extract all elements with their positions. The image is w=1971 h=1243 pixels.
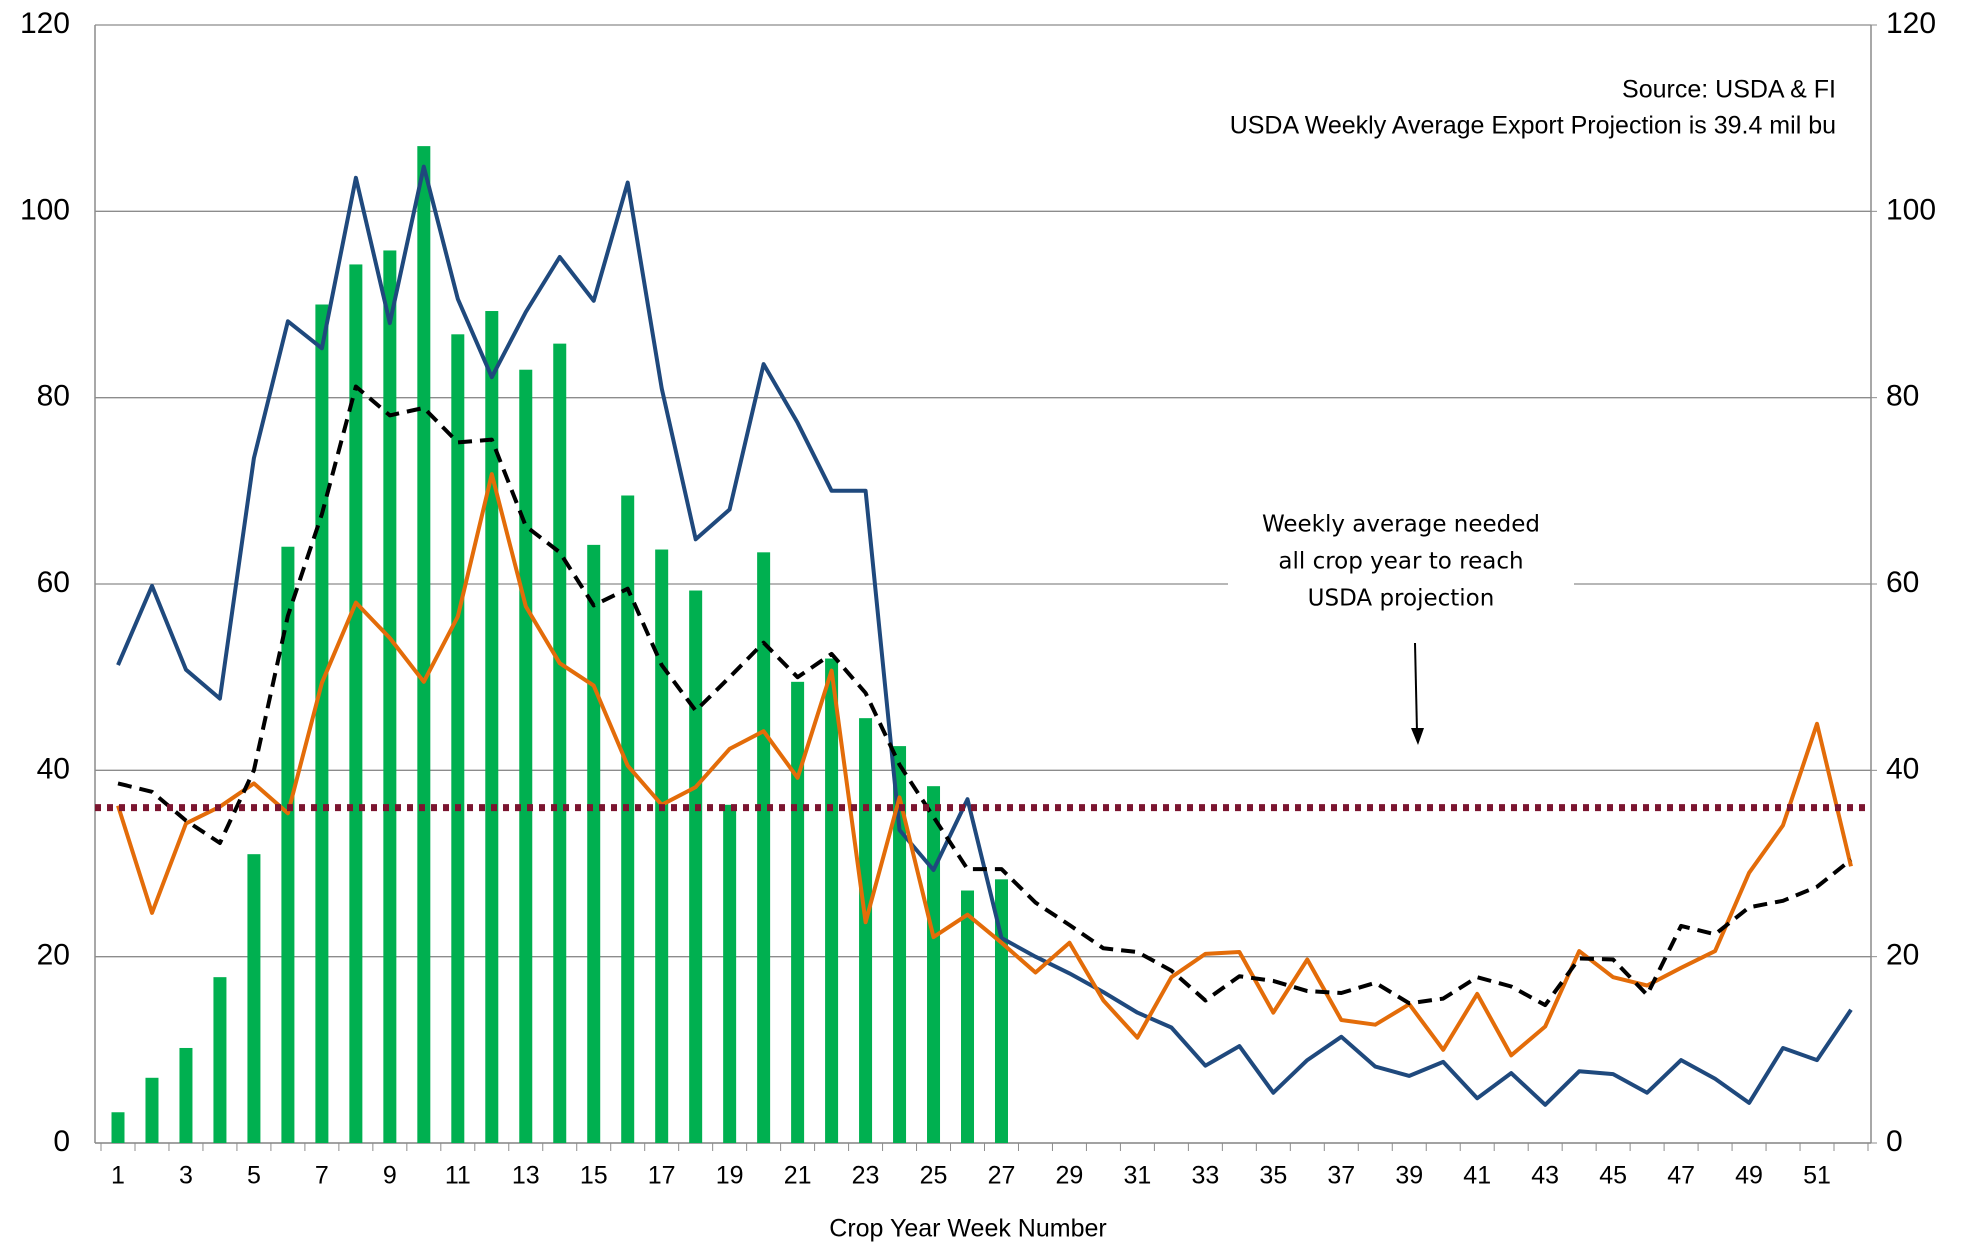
- bar: [519, 369, 533, 1143]
- bar: [757, 552, 771, 1143]
- x-tick-label: 27: [988, 1162, 1016, 1190]
- x-tick-label: 47: [1667, 1162, 1695, 1190]
- x-tick-label: 9: [383, 1162, 397, 1190]
- x-tick-label: 51: [1803, 1162, 1831, 1190]
- bar: [825, 658, 839, 1143]
- bar: [213, 977, 227, 1143]
- y2-tick-label: 80: [1886, 380, 1919, 413]
- line: [116, 164, 1853, 1107]
- bar: [621, 495, 635, 1143]
- needed-note: USDA projection: [1308, 586, 1495, 612]
- x-tick-label: 17: [648, 1162, 676, 1190]
- x-tick-label: 41: [1463, 1162, 1491, 1190]
- needed-note: all crop year to reach: [1278, 549, 1523, 575]
- bar: [553, 343, 567, 1143]
- y2-tick-label: 120: [1886, 7, 1936, 40]
- bar: [485, 311, 499, 1143]
- y2-tick-label: 20: [1886, 939, 1919, 972]
- bar: [655, 549, 669, 1143]
- y2-tick-label: 60: [1886, 566, 1919, 599]
- bar: [927, 786, 941, 1143]
- y2-tick-label: 0: [1886, 1125, 1903, 1158]
- x-tick-label: 31: [1124, 1162, 1152, 1190]
- bar: [111, 1112, 125, 1143]
- bar: [859, 718, 873, 1143]
- bar: [417, 146, 431, 1143]
- y-tick-label: 60: [37, 566, 70, 599]
- y-tick-label: 20: [37, 939, 70, 972]
- x-tick-label: 3: [179, 1162, 193, 1190]
- x-tick-label: 39: [1395, 1162, 1423, 1190]
- bar: [961, 890, 975, 1143]
- x-tick-label: 23: [852, 1162, 880, 1190]
- y-tick-label: 100: [20, 193, 70, 226]
- arrow-head: [1411, 728, 1424, 745]
- annotation-bg: [1228, 506, 1574, 620]
- projection-note: USDA Weekly Average Export Projection is…: [1230, 112, 1836, 140]
- x-tick-label: 11: [445, 1162, 471, 1190]
- x-tick-label: 29: [1056, 1162, 1084, 1190]
- bar: [281, 546, 295, 1143]
- line: [116, 472, 1853, 1058]
- bar: [383, 250, 397, 1144]
- x-tick-label: 7: [315, 1162, 329, 1190]
- x-tick-label: 19: [716, 1162, 744, 1190]
- x-tick-label: 45: [1599, 1162, 1627, 1190]
- x-tick-label: 33: [1191, 1162, 1219, 1190]
- bar: [179, 1047, 193, 1143]
- x-tick-label: 37: [1327, 1162, 1355, 1190]
- y2-tick-label: 40: [1886, 752, 1919, 785]
- bar: [247, 854, 261, 1143]
- y-tick-label: 80: [37, 380, 70, 413]
- needed-note: Weekly average needed: [1262, 512, 1540, 538]
- source-note: Source: USDA & FI: [1622, 76, 1836, 104]
- bar: [451, 334, 465, 1143]
- y-tick-label: 0: [53, 1125, 70, 1158]
- dashed-line: [117, 384, 1853, 1008]
- x-tick-label: 1: [111, 1162, 125, 1190]
- x-tick-label: 13: [512, 1162, 540, 1190]
- y2-tick-label: 100: [1886, 193, 1936, 226]
- y-tick-label: 120: [20, 7, 70, 40]
- bar: [689, 590, 703, 1143]
- x-tick-label: 21: [784, 1162, 812, 1190]
- bar: [723, 804, 737, 1143]
- bar: [791, 681, 805, 1143]
- x-tick-label: 25: [920, 1162, 948, 1190]
- x-tick-label: 15: [580, 1162, 608, 1190]
- bar: [145, 1077, 159, 1143]
- bar: [315, 304, 329, 1143]
- x-tick-label: 35: [1259, 1162, 1287, 1190]
- x-tick-label: 49: [1735, 1162, 1763, 1190]
- bar: [587, 544, 601, 1143]
- x-axis-title: Crop Year Week Number: [829, 1215, 1106, 1243]
- x-tick-label: 5: [247, 1162, 261, 1190]
- x-tick-label: 43: [1531, 1162, 1559, 1190]
- arrow-shaft: [1414, 642, 1418, 733]
- bar: [893, 746, 907, 1143]
- y-tick-label: 40: [37, 752, 70, 785]
- bar: [349, 264, 363, 1143]
